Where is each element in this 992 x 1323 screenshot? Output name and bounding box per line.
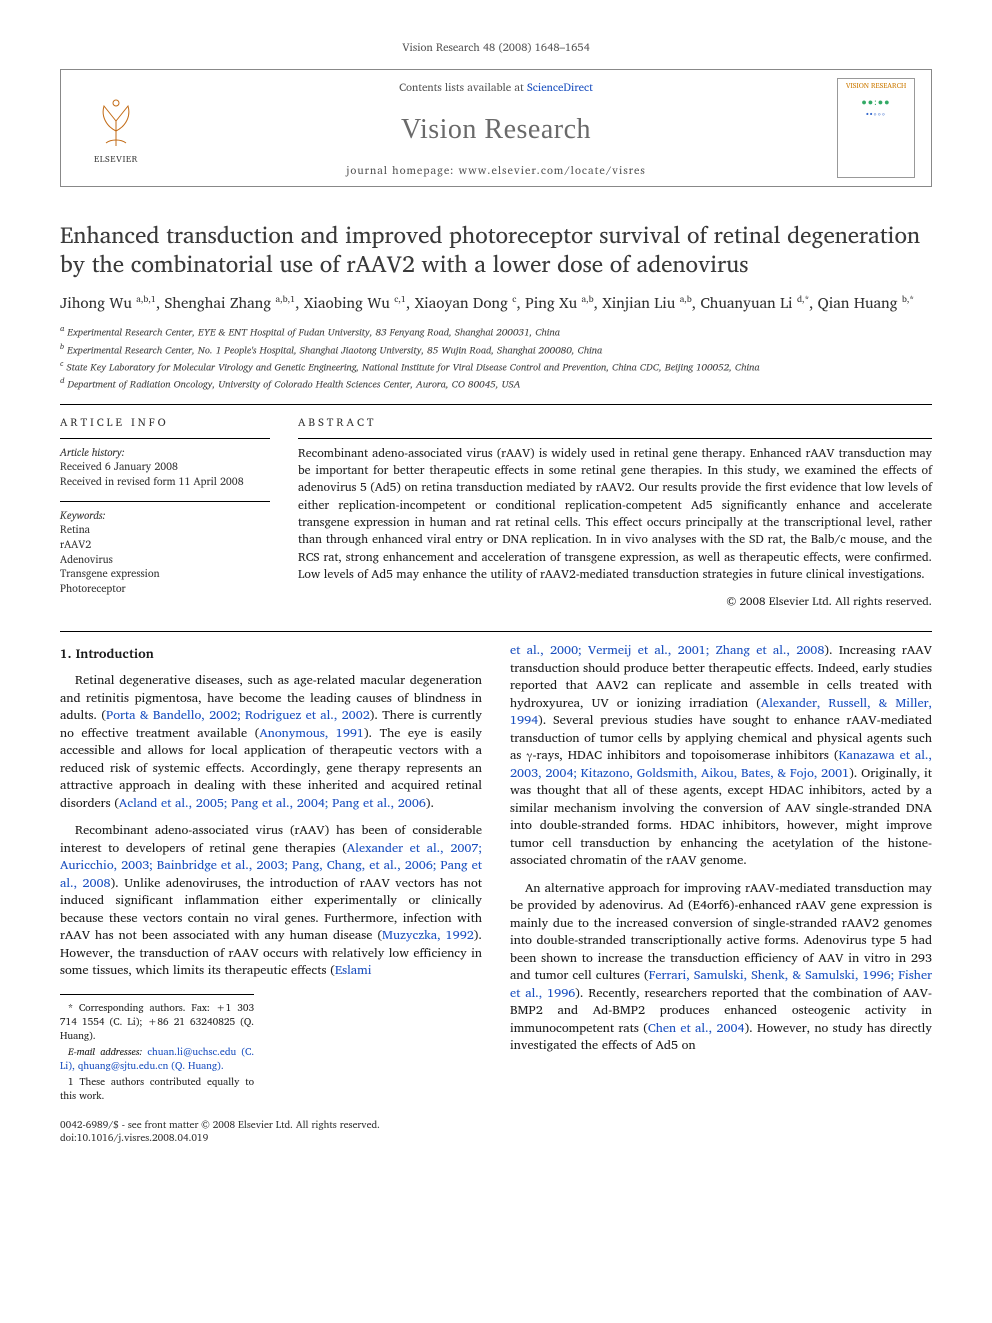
affiliation-line: b Experimental Research Center, No. 1 Pe… <box>60 341 932 357</box>
affiliation-line: a Experimental Research Center, EYE & EN… <box>60 323 932 339</box>
cover-thumb-cell: VISION RESEARCH ●●:●● ••◦◦◦ <box>821 70 931 186</box>
journal-name: Vision Research <box>177 111 815 149</box>
journal-header-box: ELSEVIER Contents lists available at Sci… <box>60 69 932 187</box>
history-revised: Received in revised form 11 April 2008 <box>60 474 270 489</box>
affiliation-line: d Department of Radiation Oncology, Univ… <box>60 375 932 391</box>
copyright-line: © 2008 Elsevier Ltd. All rights reserved… <box>298 594 932 610</box>
homepage-line: journal homepage: www.elsevier.com/locat… <box>177 163 815 178</box>
paragraph: et al., 2000; Vermeij et al., 2001; Zhan… <box>510 642 932 870</box>
email-note: E-mail addresses: chuan.li@uchsc.edu (C.… <box>60 1045 254 1073</box>
section-1-heading: 1. Introduction <box>60 644 482 662</box>
publisher-logo-cell: ELSEVIER <box>61 70 171 186</box>
keywords-label: Keywords: <box>60 508 270 523</box>
paragraph: An alternative approach for improving rA… <box>510 880 932 1055</box>
journal-cover-icon: VISION RESEARCH ●●:●● ••◦◦◦ <box>837 78 915 178</box>
equal-contribution-note: 1 These authors contributed equally to t… <box>60 1075 254 1103</box>
elsevier-logo-icon: ELSEVIER <box>81 88 151 168</box>
keyword: Retina <box>60 522 270 537</box>
article-info-heading: ARTICLE INFO <box>60 415 270 430</box>
homepage-url[interactable]: www.elsevier.com/locate/visres <box>459 161 646 179</box>
affiliations: a Experimental Research Center, EYE & EN… <box>60 323 932 391</box>
corresponding-author-note: * Corresponding authors. Fax: +1 303 714… <box>60 1001 254 1043</box>
publisher-name: ELSEVIER <box>94 153 138 165</box>
homepage-prefix: journal homepage: <box>346 161 458 179</box>
contents-prefix: Contents lists available at <box>399 78 527 96</box>
running-header: Vision Research 48 (2008) 1648–1654 <box>60 40 932 55</box>
article-title: Enhanced transduction and improved photo… <box>60 221 932 279</box>
footer-info: 0042-6989/$ - see front matter © 2008 El… <box>60 1119 932 1145</box>
paragraph: Retinal degenerative diseases, such as a… <box>60 672 482 812</box>
divider <box>60 404 932 405</box>
doi-line: doi:10.1016/j.visres.2008.04.019 <box>60 1132 932 1145</box>
contents-line: Contents lists available at ScienceDirec… <box>177 80 815 95</box>
paragraph: Recombinant adeno-associated virus (rAAV… <box>60 822 482 980</box>
abstract-text: Recombinant adeno-associated virus (rAAV… <box>298 438 932 584</box>
cover-title: VISION RESEARCH <box>846 83 906 90</box>
keywords-block: Keywords: RetinarAAV2AdenovirusTransgene… <box>60 501 270 596</box>
article-history: Article history: Received 6 January 2008… <box>60 438 270 489</box>
affiliation-line: c State Key Laboratory for Molecular Vir… <box>60 358 932 374</box>
divider <box>60 631 932 632</box>
cover-decoration: ••◦◦◦ <box>866 108 886 120</box>
author-list: Jihong Wu a,b,1, Shenghai Zhang a,b,1, X… <box>60 292 932 313</box>
sciencedirect-link[interactable]: ScienceDirect <box>527 78 593 96</box>
abstract-heading: ABSTRACT <box>298 415 932 430</box>
keyword: Photoreceptor <box>60 581 270 596</box>
footnotes: * Corresponding authors. Fax: +1 303 714… <box>60 994 254 1103</box>
body-columns: 1. Introduction Retinal degenerative dis… <box>60 642 932 1103</box>
